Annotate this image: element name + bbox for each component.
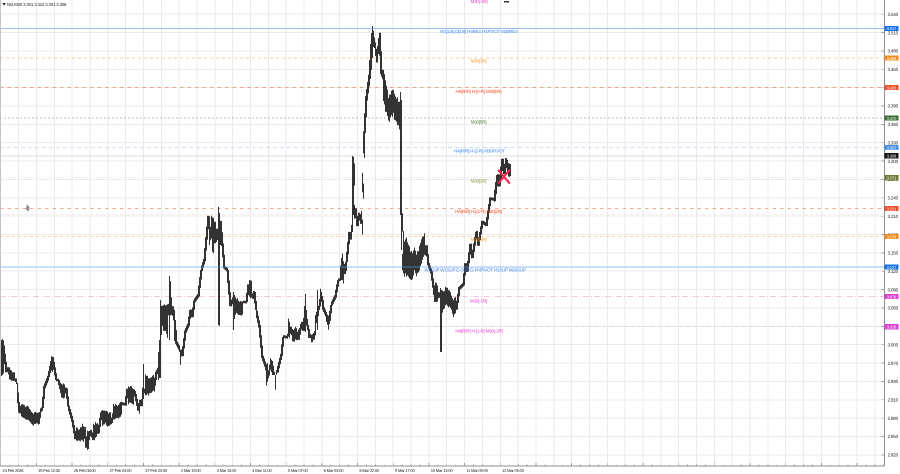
svg-text:3.330: 3.330	[888, 140, 899, 145]
svg-text:3.300: 3.300	[888, 159, 899, 164]
svg-text:3.176: 3.176	[887, 234, 897, 239]
svg-text:6 Mar 22:00: 6 Mar 22:00	[359, 468, 380, 473]
svg-text:3.240: 3.240	[888, 196, 899, 201]
svg-text:M30[-3R]: M30[-3R]	[471, 0, 488, 4]
svg-text:2.850: 2.850	[888, 434, 899, 439]
svg-text:9 Mar 17:00: 9 Mar 17:00	[395, 468, 416, 473]
svg-text:HA[R/R] H-[0-R] M30[6R]: HA[R/R] H-[0-R] M30[6R]	[456, 89, 502, 94]
svg-text:NG,M30 3.301 3.312 3.301 3.30: NG,M30 3.301 3.312 3.301 3.308	[7, 2, 67, 7]
svg-text:27 Feb 04:00: 27 Feb 04:00	[110, 468, 133, 473]
svg-text:26 Feb 08:00: 26 Feb 08:00	[74, 468, 97, 473]
svg-text:3.420: 3.420	[887, 85, 897, 90]
svg-text:4 Mar 11:00: 4 Mar 11:00	[252, 468, 272, 473]
svg-text:3.450: 3.450	[888, 67, 899, 72]
svg-text:3.271: 3.271	[887, 176, 897, 181]
svg-text:M30[1R]: M30[1R]	[471, 59, 487, 64]
svg-text:3.322: 3.322	[887, 145, 897, 150]
svg-text:3.480: 3.480	[888, 49, 899, 54]
svg-text:3.390: 3.390	[888, 104, 899, 109]
svg-text:2.970: 2.970	[888, 361, 899, 366]
svg-text:3.517: 3.517	[887, 26, 897, 31]
svg-text:11 Mar 09:00: 11 Mar 09:00	[466, 468, 488, 473]
svg-text:3.150: 3.150	[888, 251, 899, 256]
svg-text:3.078: 3.078	[887, 294, 897, 299]
svg-text:HA[R/R] H1[1-R] M30[2R]: HA[R/R] H1[1-R] M30[2R]	[455, 209, 502, 214]
svg-text:10 Mar 13:00: 10 Mar 13:00	[431, 468, 454, 473]
svg-text:M30[2R]: M30[2R]	[471, 178, 487, 183]
svg-text:2.880: 2.880	[888, 416, 899, 421]
svg-text:3.210: 3.210	[888, 214, 899, 219]
svg-text:3.308: 3.308	[887, 154, 897, 159]
svg-text:M30[5R]: M30[5R]	[471, 120, 487, 125]
svg-text:3.221: 3.221	[887, 206, 897, 211]
svg-text:2 Mar 19:00: 2 Mar 19:00	[181, 468, 202, 473]
svg-text:3.060: 3.060	[888, 306, 899, 311]
svg-text:3.360: 3.360	[888, 122, 899, 127]
svg-text:6 Mar 03:00: 6 Mar 03:00	[324, 468, 345, 473]
svg-text:12 Mar 05:00: 12 Mar 05:00	[502, 468, 525, 473]
svg-text:3.370: 3.370	[887, 116, 897, 121]
svg-text:5 Mar 07:00: 5 Mar 07:00	[288, 468, 309, 473]
svg-text:3.120: 3.120	[888, 269, 899, 274]
svg-text:3.000: 3.000	[888, 342, 899, 347]
svg-text:M30[-1R]: M30[-1R]	[470, 299, 487, 304]
svg-text:2.910: 2.910	[888, 398, 899, 403]
svg-text:M30[1R]: M30[1R]	[471, 237, 487, 242]
svg-text:3 Mar 15:00: 3 Mar 15:00	[217, 468, 238, 473]
svg-text:3.540: 3.540	[888, 12, 899, 17]
svg-text:2.820: 2.820	[888, 453, 899, 458]
svg-text:3.090: 3.090	[888, 287, 899, 292]
svg-text:3.469: 3.469	[887, 56, 897, 61]
svg-text:HA[R/R] H-[2-R] M30PIVOT: HA[R/R] H-[2-R] M30PIVOT	[454, 149, 505, 154]
svg-text:2.940: 2.940	[888, 379, 899, 384]
svg-text:25 Feb 12:30: 25 Feb 12:30	[38, 468, 61, 473]
svg-text:3.510: 3.510	[888, 30, 899, 35]
svg-text:3.127: 3.127	[887, 265, 897, 270]
svg-text:24 Feb 2026: 24 Feb 2026	[3, 468, 25, 473]
svg-text:HA[R/R] H-[1-R] M30[-2R]: HA[R/R] H-[1-R] M30[-2R]	[455, 328, 502, 333]
svg-text:W1SUP W1SUP D-SUP D-PHPIVOT H1: W1SUP W1SUP D-SUP D-PHPIVOT H1SUP M30SUP	[424, 268, 526, 273]
svg-text:3.028: 3.028	[887, 325, 897, 330]
svg-text:W1[1/8] D[1/8] H4RES H1PIVOT M: W1[1/8] D[1/8] H4RES H1PIVOT M30RES	[440, 29, 518, 34]
svg-text:27 Feb 23:00: 27 Feb 23:00	[145, 468, 168, 473]
